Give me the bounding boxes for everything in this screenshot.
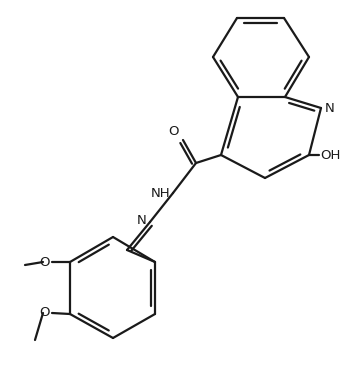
Text: NH: NH [151, 187, 170, 199]
Text: N: N [325, 101, 335, 114]
Text: N: N [136, 214, 146, 227]
Text: O: O [39, 255, 50, 269]
Text: O: O [39, 307, 50, 319]
Text: O: O [169, 125, 179, 138]
Text: OH: OH [320, 148, 340, 162]
